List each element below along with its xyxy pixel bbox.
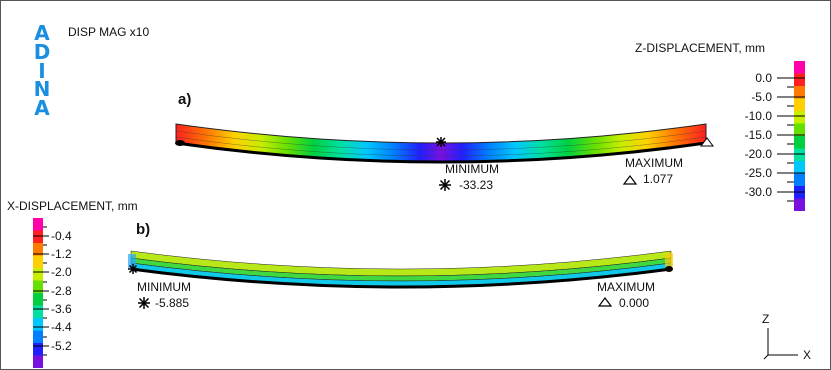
panel-a-minimum-value: -33.23 [459,178,494,192]
z-legend-colorbar [777,61,805,211]
logo-letter: N [33,77,51,101]
x-legend-tick: -3.6 [51,302,72,316]
z-legend-tick: -15.0 [744,128,772,142]
panel-b-deformed-beam [128,250,673,289]
panel-b-label: b) [136,221,151,238]
z-legend-tick: -10.0 [744,109,772,123]
x-legend-colorbar [33,218,49,368]
logo-letter: A [34,96,50,120]
panel-a-maximum-label: MAXIMUM [625,156,683,170]
panel-b-minimum-label: MINIMUM [137,280,191,294]
panel-a-deformed-beam [175,123,714,164]
z-legend-title: Z-DISPLACEMENT, mm [635,41,766,55]
panel-a-label: a) [178,91,192,108]
x-legend-tick: -2.0 [51,265,72,279]
panel-b-maximum-label: MAXIMUM [597,280,655,294]
z-legend-tick: 0.0 [755,71,772,85]
panel-b-minimum-symbol [138,297,150,309]
panel-b-maximum-symbol [597,297,613,307]
panel-a-minimum-marker [436,137,446,147]
panel-a-maximum-symbol [622,175,638,185]
displacement-magnification-label: DISP MAG x10 [68,25,150,39]
z-axis-label: Z [762,312,770,326]
z-legend-tick: -5.0 [751,90,772,104]
x-legend-tick: -4.4 [51,320,72,334]
logo-letter: A [34,21,50,45]
z-legend-tick: -25.0 [744,166,772,180]
panel-a-minimum-symbol [439,179,451,191]
z-legend-tick: -30.0 [744,185,772,199]
panel-b-minimum-marker [128,264,138,274]
panel-a-maximum-value: 1.077 [643,172,674,186]
panel-a-minimum-label: MINIMUM [445,162,499,176]
x-legend-tick: -2.8 [51,284,72,298]
z-legend-tick: -20.0 [744,147,772,161]
logo-letter: D [33,40,51,64]
panel-b-maximum-value: 0.000 [619,296,650,310]
x-axis-label: X [803,348,812,362]
coordinate-triad [763,328,798,360]
x-legend-tick: -5.2 [51,339,72,353]
x-legend-tick: -0.4 [51,229,72,243]
x-legend-tick: -1.2 [51,247,72,261]
x-legend-title: X-DISPLACEMENT, mm [7,199,138,213]
logo-letter: I [38,59,46,83]
panel-b-minimum-value: -5.885 [155,296,190,310]
